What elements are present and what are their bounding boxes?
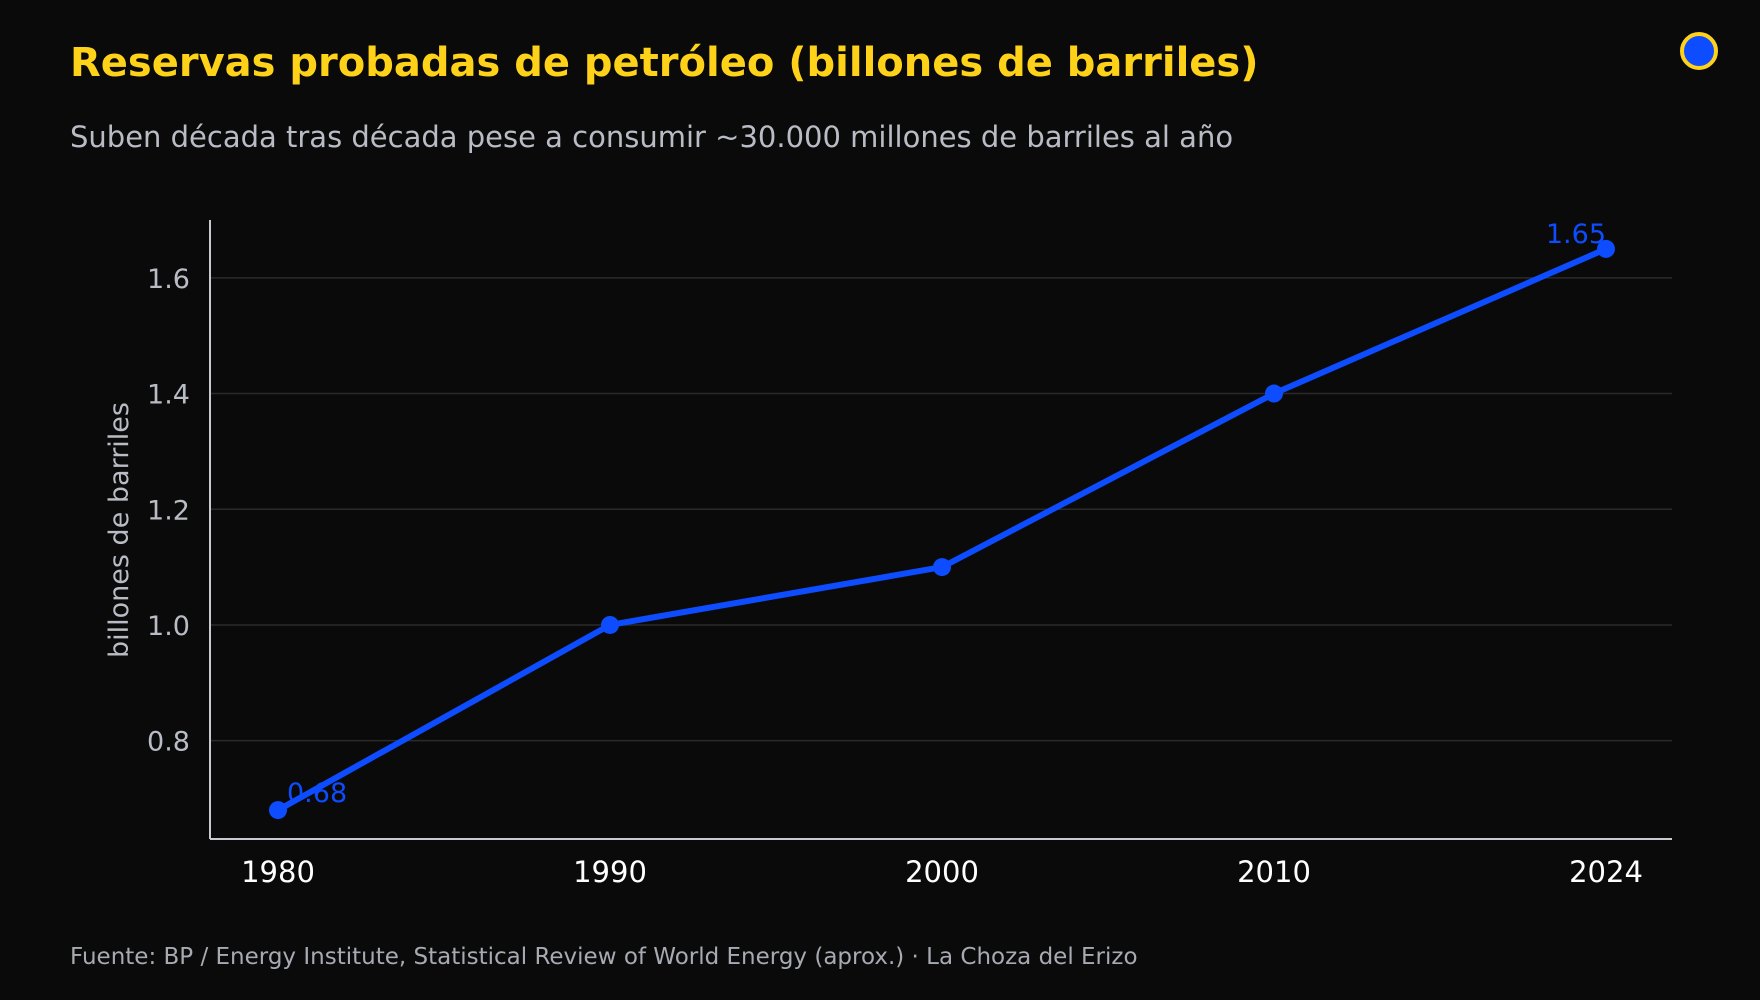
x-tick-label: 2024 (1569, 855, 1643, 889)
y-axis-label: billones de barriles (104, 402, 135, 658)
x-tick-label: 2010 (1237, 855, 1311, 889)
series-line (275, 245, 1609, 814)
chart-subtitle: Suben década tras década pese a consumir… (70, 120, 1234, 154)
data-points (269, 239, 1615, 820)
data-point (933, 558, 951, 577)
y-tick-label: 0.8 (147, 727, 190, 758)
data-label: 0.68 (287, 778, 347, 809)
data-label: 1.65 (1546, 219, 1606, 250)
data-point (1597, 239, 1615, 258)
y-tick-label: 1.2 (147, 495, 190, 526)
y-tick-label: 1.4 (147, 380, 190, 411)
y-tick-label: 1.0 (147, 611, 190, 642)
source-note: Fuente: BP / Energy Institute, Statistic… (70, 944, 1138, 970)
logo-icon (1680, 32, 1718, 70)
x-tick-labels: 1980 1990 2000 2010 2024 (241, 855, 1643, 889)
data-point (601, 615, 619, 634)
x-tick-label: 1980 (241, 855, 315, 889)
axes (209, 220, 1672, 840)
data-point (1265, 384, 1283, 403)
grid-lines (210, 277, 1672, 742)
series-line (275, 245, 1609, 814)
x-tick-label: 1990 (573, 855, 647, 889)
chart-title: Reservas probadas de petróleo (billones … (70, 40, 1259, 86)
data-labels: 0.68 1.65 (287, 219, 1606, 809)
y-tick-labels: 0.8 1.0 1.2 1.4 1.6 (147, 264, 190, 758)
x-tick-label: 2000 (905, 855, 979, 889)
y-tick-label: 1.6 (147, 264, 190, 295)
data-point (269, 801, 287, 820)
